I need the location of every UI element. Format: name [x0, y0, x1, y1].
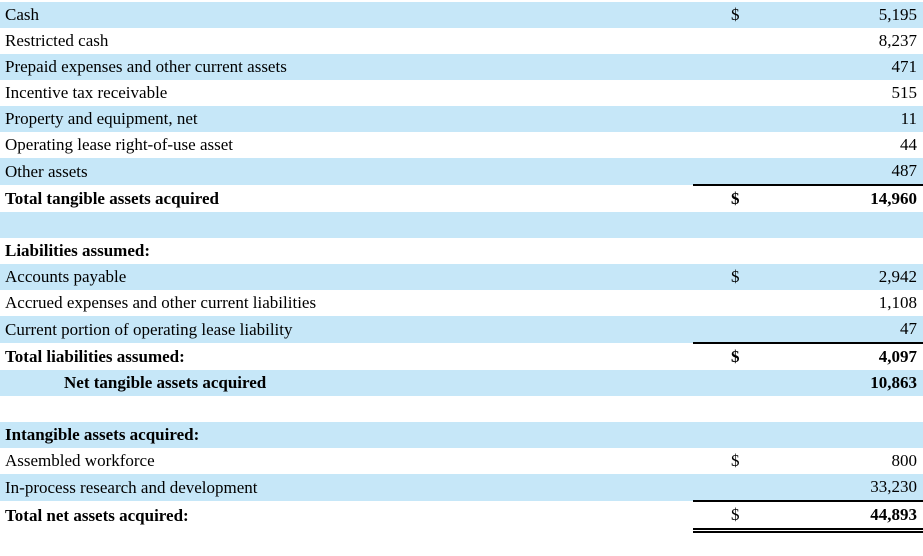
amount: 10,863: [763, 370, 923, 396]
row-label: Cash: [0, 2, 693, 28]
table-row-accounts-payable: Accounts payable $ 2,942: [0, 264, 923, 290]
amount: [763, 422, 923, 448]
amount: 5,195: [763, 2, 923, 28]
financial-table: Cash $ 5,195 Restricted cash 8,237 Prepa…: [0, 2, 923, 533]
dollar-sign: $: [693, 342, 763, 370]
row-label: Intangible assets acquired:: [0, 422, 693, 448]
row-label: Assembled workforce: [5, 451, 155, 470]
dollar-sign: [693, 28, 763, 54]
amount: 11: [763, 106, 923, 132]
amount: 33,230: [763, 474, 923, 501]
dollar-sign: [693, 132, 763, 158]
table-row-restricted-cash: Restricted cash 8,237: [0, 28, 923, 54]
amount: 487: [763, 158, 923, 185]
row-label: Current portion of operating lease liabi…: [0, 316, 693, 343]
table-row-total-tangible-assets: Total tangible assets acquired $ 14,960: [0, 184, 923, 212]
amount: 4,097: [763, 342, 923, 370]
dollar-sign: $: [693, 2, 763, 28]
dollar-sign: [693, 474, 763, 501]
table-row-liabilities-assumed-header: Liabilities assumed:: [0, 238, 923, 264]
amount: 2,942: [763, 264, 923, 290]
row-label: Restricted cash: [5, 31, 109, 50]
table-row-cash: Cash $ 5,195: [0, 2, 923, 28]
dollar-sign: $: [693, 264, 763, 290]
row-label: [0, 396, 693, 422]
dollar-sign: $: [693, 500, 763, 533]
dollar-sign: [693, 80, 763, 106]
row-label: Net tangible assets acquired: [0, 370, 693, 396]
table-row-incentive-tax-receivable: Incentive tax receivable 515: [0, 80, 923, 106]
row-label: Total tangible assets acquired: [5, 188, 219, 208]
amount: 515: [891, 83, 918, 102]
dollar-sign: [693, 54, 763, 80]
table-row-other-assets: Other assets 487: [0, 158, 923, 185]
dollar-sign: $: [693, 184, 763, 212]
dollar-sign: [693, 158, 763, 185]
row-label: In-process research and development: [0, 474, 693, 501]
dollar-sign: [693, 422, 763, 448]
table-row-spacer: [0, 212, 923, 238]
row-label: Operating lease right-of-use asset: [5, 135, 233, 154]
table-row-assembled-workforce: Assembled workforce $ 800: [0, 448, 923, 474]
row-label: Liabilities assumed:: [5, 241, 150, 260]
table-row-intangible-assets-header: Intangible assets acquired:: [0, 422, 923, 448]
amount: 800: [891, 451, 918, 470]
table-row-prepaid-expenses: Prepaid expenses and other current asset…: [0, 54, 923, 80]
amount: [763, 238, 923, 264]
dollar-sign: [693, 396, 763, 422]
row-label: Other assets: [0, 158, 693, 185]
dollar-sign: [693, 316, 763, 343]
row-label: Accounts payable: [0, 264, 693, 290]
amount: 47: [763, 316, 923, 343]
amount: [763, 396, 923, 422]
amount: 471: [763, 54, 923, 80]
row-label: Total net assets acquired:: [5, 505, 189, 525]
table-row-property-equipment: Property and equipment, net 11: [0, 106, 923, 132]
table-row-spacer: [0, 396, 923, 422]
table-row-in-process-rd: In-process research and development 33,2…: [0, 474, 923, 501]
amount: 1,108: [878, 293, 917, 312]
row-label: Accrued expenses and other current liabi…: [5, 293, 317, 312]
amount: 14,960: [763, 184, 923, 212]
dollar-sign: [693, 370, 763, 396]
dollar-sign: $: [731, 451, 740, 470]
row-label: [0, 212, 693, 238]
dollar-sign: [693, 212, 763, 238]
dollar-sign: [693, 290, 763, 316]
table-row-total-net-assets: Total net assets acquired: $ 44,893: [0, 500, 923, 533]
row-label: Prepaid expenses and other current asset…: [0, 54, 693, 80]
amount: 44: [900, 135, 917, 154]
dollar-sign: [693, 238, 763, 264]
dollar-sign: [693, 106, 763, 132]
table-row-net-tangible-assets: Net tangible assets acquired 10,863: [0, 370, 923, 396]
table-row-current-portion-lease: Current portion of operating lease liabi…: [0, 316, 923, 343]
row-label: Property and equipment, net: [0, 106, 693, 132]
table-row-operating-lease-rou-asset: Operating lease right-of-use asset 44: [0, 132, 923, 158]
amount: 44,893: [763, 500, 923, 533]
amount: [763, 212, 923, 238]
table-row-total-liabilities: Total liabilities assumed: $ 4,097: [0, 342, 923, 370]
row-label: Incentive tax receivable: [5, 83, 168, 102]
row-label: Total liabilities assumed:: [5, 346, 185, 366]
amount: 8,237: [878, 31, 917, 50]
table-row-accrued-expenses: Accrued expenses and other current liabi…: [0, 290, 923, 316]
